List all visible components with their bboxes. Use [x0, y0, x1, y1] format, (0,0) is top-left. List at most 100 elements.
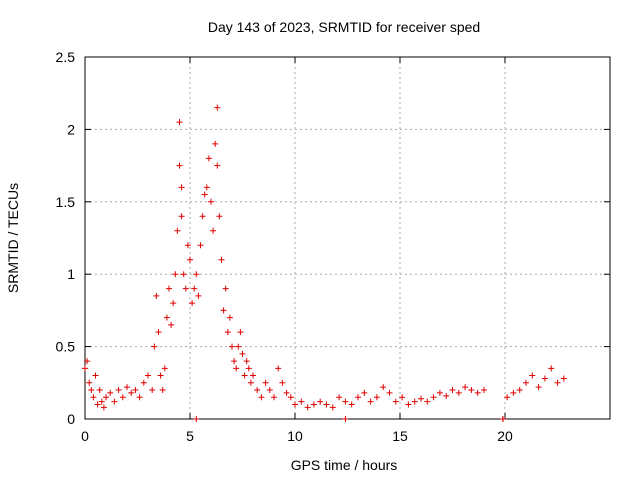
data-point [516, 387, 523, 394]
data-point [462, 384, 469, 391]
data-point [418, 395, 424, 402]
data-point [231, 358, 238, 365]
data-point [90, 394, 97, 401]
data-point [336, 394, 343, 401]
data-point [145, 372, 151, 379]
data-point [218, 256, 225, 263]
data-point [247, 379, 254, 386]
data-point [174, 227, 181, 234]
data-point [523, 379, 529, 386]
data-point [193, 416, 200, 422]
data-point [189, 300, 196, 307]
data-point [224, 329, 231, 336]
grid [85, 57, 610, 419]
data-point [132, 387, 139, 394]
data-point [405, 401, 412, 408]
data-point [560, 375, 567, 382]
data-point [348, 401, 355, 408]
data-point [541, 375, 548, 382]
data-point [182, 285, 189, 292]
x-tick-label: 15 [392, 428, 408, 444]
data-point [220, 307, 227, 314]
data-point [119, 394, 126, 401]
data-point [529, 372, 536, 379]
data-point [184, 242, 191, 249]
data-point [155, 329, 162, 336]
x-tick-label: 10 [287, 428, 303, 444]
data-point [243, 358, 250, 365]
data-point [178, 213, 185, 220]
data-point [283, 389, 290, 396]
data-point [216, 213, 223, 220]
data-point [250, 372, 256, 379]
data-point [82, 365, 88, 372]
data-point [411, 398, 418, 405]
data-point [399, 394, 406, 401]
data-point [310, 401, 317, 408]
data-point [201, 191, 208, 198]
plot-frame [84, 56, 611, 420]
data-point [226, 314, 233, 321]
data-point [222, 285, 229, 292]
data-point [96, 387, 103, 394]
x-tick-label: 0 [81, 428, 89, 444]
data-point [254, 387, 261, 394]
data-point [187, 256, 193, 263]
data-point [239, 350, 246, 357]
data-point [241, 372, 248, 379]
data-point [548, 365, 555, 372]
data-point [554, 379, 561, 386]
data-point [474, 389, 481, 396]
data-point [229, 343, 235, 350]
data-point [233, 365, 240, 372]
data-point [430, 394, 437, 401]
data-point [342, 416, 349, 422]
data-point [262, 379, 269, 386]
data-point [436, 389, 443, 396]
data-point [178, 184, 185, 191]
data-point [170, 300, 177, 307]
data-point [386, 389, 393, 396]
data-point [157, 372, 164, 379]
data-point [168, 321, 175, 328]
data-point [136, 394, 143, 401]
data-point [443, 392, 450, 399]
data-point [159, 387, 166, 394]
y-ticks: 0 0.5 1 1.5 2 2.5 [56, 49, 610, 427]
data-point [149, 387, 156, 394]
data-point [86, 379, 93, 386]
data-point [153, 292, 160, 299]
data-point [266, 387, 273, 394]
data-point [176, 119, 183, 126]
data-point [481, 387, 487, 394]
y-tick-label: 0.5 [56, 339, 76, 355]
data-point [271, 394, 277, 401]
data-point [455, 389, 462, 396]
data-point [504, 394, 511, 401]
data-point [424, 398, 431, 405]
data-point [355, 394, 361, 401]
data-point [195, 292, 202, 299]
x-ticks: 0 5 10 15 20 [81, 57, 513, 444]
data-point [214, 162, 221, 169]
data-point [197, 242, 204, 249]
data-point [172, 271, 179, 278]
data-point [199, 213, 206, 220]
data-point [107, 389, 114, 396]
y-axis-label: SRMTID / TECUs [5, 183, 21, 293]
y-tick-label: 1 [67, 266, 75, 282]
data-point [292, 401, 298, 408]
y-tick-label: 2.5 [56, 49, 76, 65]
data-point [203, 184, 210, 191]
data-point [88, 387, 95, 394]
x-tick-label: 5 [186, 428, 194, 444]
data-point [535, 384, 542, 391]
data-point [275, 365, 282, 372]
data-point [115, 387, 122, 394]
chart-title: Day 143 of 2023, SRMTID for receiver spe… [208, 19, 480, 35]
data-point [176, 162, 183, 169]
data-point [304, 404, 311, 411]
data-point [392, 398, 399, 405]
data-point [166, 285, 172, 292]
